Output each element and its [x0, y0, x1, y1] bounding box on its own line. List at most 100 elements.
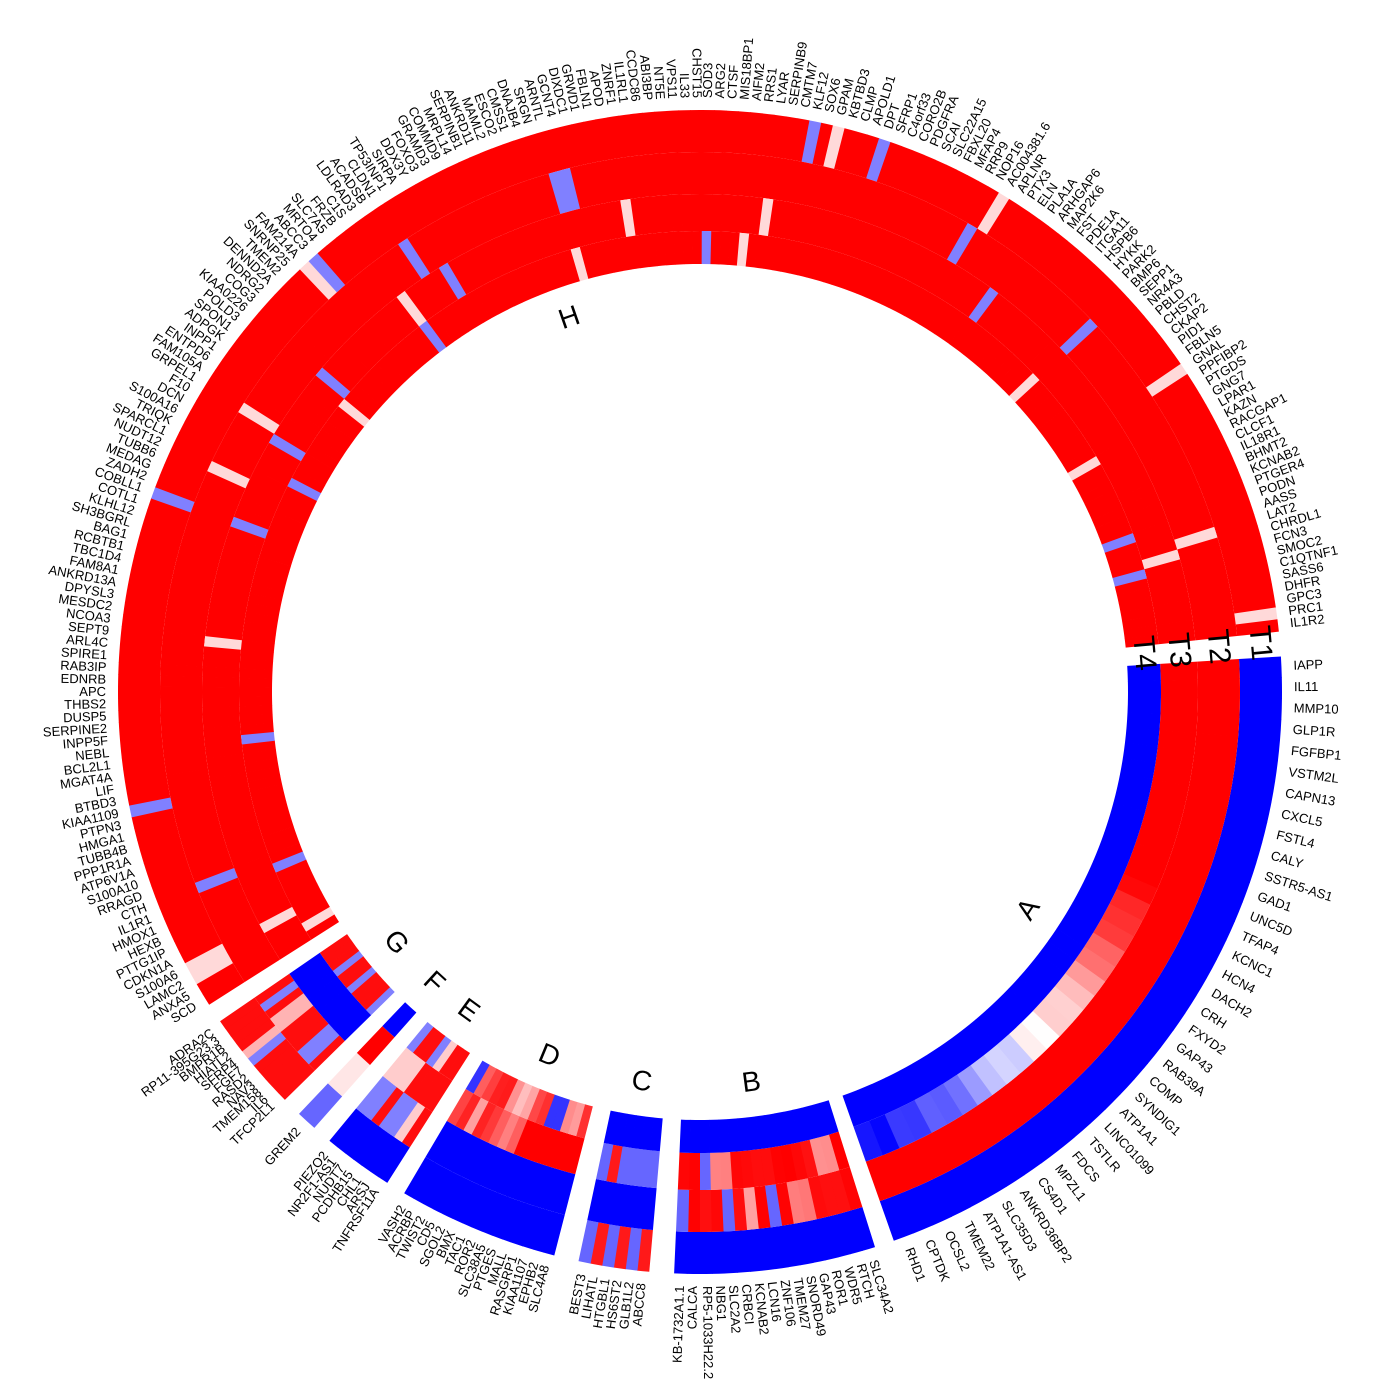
heatmap-cell [346, 966, 377, 994]
heatmap-cell [249, 783, 285, 801]
heatmap-cell [241, 1025, 281, 1059]
heatmap-cell [739, 1150, 755, 1189]
heatmap-cell [379, 250, 414, 291]
heatmap-cell [1006, 1073, 1048, 1118]
heatmap-cell [710, 1189, 724, 1232]
heatmap-cell [404, 1157, 435, 1199]
heatmap-cell [1112, 316, 1153, 353]
heatmap-cell [773, 1111, 790, 1147]
heatmap-cell [396, 290, 428, 327]
heatmap-cell [910, 202, 939, 246]
heatmap-cell [239, 658, 274, 671]
heatmap-cell [1144, 559, 1183, 579]
heatmap-cell [310, 436, 344, 463]
heatmap-cell [1239, 697, 1282, 720]
heatmap-cell [119, 730, 163, 747]
cluster-H [117, 110, 1279, 1005]
heatmap-cell [1142, 444, 1186, 474]
gene-label: ARG2 [712, 63, 728, 99]
gene-label: SERPINE2 [42, 721, 107, 740]
heatmap-cell [779, 1144, 798, 1183]
heatmap-cell [805, 207, 825, 246]
heatmap-cell [1187, 580, 1231, 600]
heatmap-cell [326, 237, 363, 278]
heatmap-cell [350, 330, 384, 364]
heatmap-cell [254, 800, 289, 819]
heatmap-cell [1104, 966, 1151, 1007]
track-label-T3: T3 [1161, 631, 1197, 669]
heatmap-cell [1076, 472, 1111, 497]
heatmap-cell [254, 898, 293, 925]
heatmap-cell [160, 664, 203, 678]
heatmap-cell [1105, 307, 1145, 344]
heatmap-cell [1120, 757, 1156, 780]
gene-label: IAPP [1293, 657, 1323, 673]
heatmap-cell [446, 1089, 474, 1126]
heatmap-cell [328, 998, 362, 1030]
heatmap-cell [232, 941, 275, 973]
gene-label: RRS1 [761, 67, 780, 103]
heatmap-cell [164, 608, 208, 626]
cluster-label-C: C [630, 1064, 655, 1098]
heatmap-cell [227, 932, 270, 964]
heatmap-cell [1152, 599, 1192, 616]
heatmap-cell [244, 611, 279, 627]
heatmap-cell [466, 289, 492, 324]
heatmap-cell [817, 1173, 840, 1217]
heatmap-cell [975, 1009, 1010, 1046]
heatmap-cell [265, 1051, 304, 1087]
heatmap-cell [719, 1152, 733, 1190]
heatmap-cell [305, 315, 344, 353]
heatmap-cell [1194, 624, 1238, 641]
heatmap-cell [202, 715, 241, 729]
heatmap-cell [365, 316, 398, 351]
heatmap-cell [159, 892, 204, 920]
heatmap-cell [483, 238, 509, 277]
heatmap-cell [1109, 464, 1148, 490]
gene-label: ZNF106 [778, 1279, 799, 1328]
heatmap-cell [243, 621, 278, 636]
heatmap-cell [328, 292, 366, 331]
heatmap-cell [799, 1139, 819, 1179]
heatmap-cell [973, 240, 1006, 282]
heatmap-cell [1129, 510, 1168, 534]
heatmap-cell [247, 1031, 287, 1066]
gene-label: CXCL5 [1280, 806, 1324, 829]
heatmap-cell [587, 1179, 607, 1223]
heatmap-cell [548, 1131, 569, 1170]
heatmap-cell [1041, 240, 1078, 281]
heatmap-cell [1057, 256, 1096, 296]
heatmap-cell [976, 293, 1007, 329]
heatmap-cell [218, 555, 257, 576]
heatmap-cell [435, 215, 466, 258]
heatmap-cell [901, 197, 929, 241]
heatmap-cell [488, 1072, 511, 1106]
gene-label: APOD [586, 69, 607, 108]
heatmap-cell [1002, 366, 1034, 397]
heatmap-cell [174, 923, 218, 953]
heatmap-cell [753, 1185, 771, 1229]
heatmap-cell [1124, 936, 1171, 975]
heatmap-cell [1052, 370, 1088, 402]
heatmap-cell [1225, 560, 1270, 582]
heatmap-cell [256, 374, 298, 409]
heatmap-cell [796, 1178, 817, 1222]
heatmap-cell [677, 1152, 690, 1190]
heatmap-cell [946, 223, 978, 265]
heatmap-cell [1014, 273, 1050, 313]
heatmap-cell [1174, 415, 1218, 446]
heatmap-cell [1107, 551, 1142, 570]
heatmap-cell [517, 265, 539, 300]
heatmap-cell [465, 247, 492, 286]
heatmap-cell [202, 886, 246, 914]
heatmap-cell [202, 666, 240, 679]
heatmap-cell [265, 834, 300, 855]
heatmap-cell [1160, 696, 1198, 716]
heatmap-cell [202, 470, 246, 498]
heatmap-cell [172, 565, 216, 586]
heatmap-cell [690, 110, 703, 153]
heatmap-cell [202, 696, 240, 708]
heatmap-cell [512, 1203, 536, 1247]
heatmap-cell [718, 1119, 731, 1153]
